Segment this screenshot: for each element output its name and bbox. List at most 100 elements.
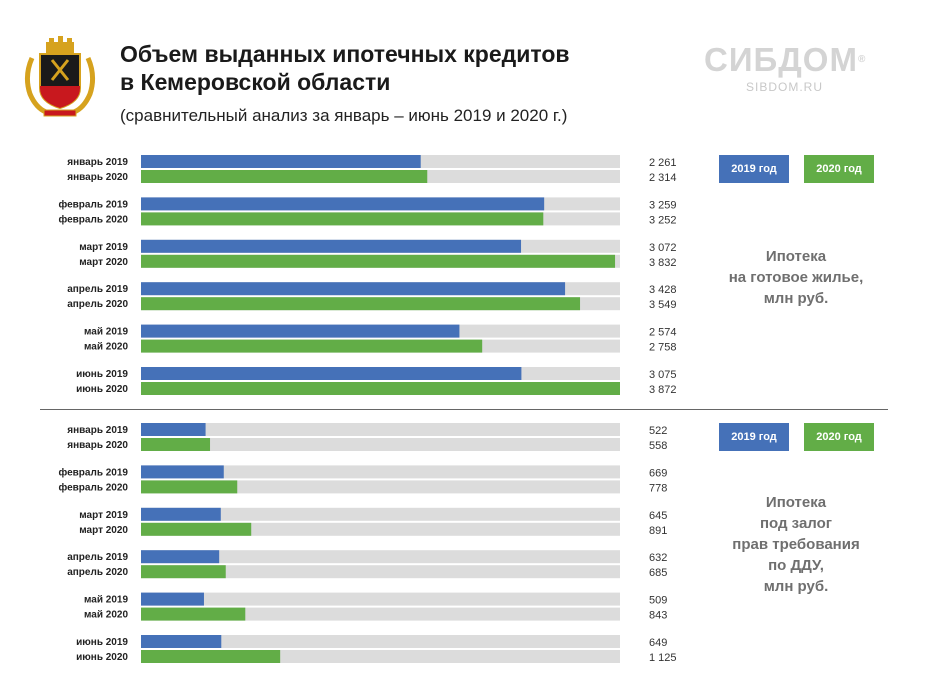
category-label-panel-1-series-1-row-6: июнь 2019 <box>76 369 128 380</box>
bar-track-panel-2-series-2-row-5 <box>141 607 620 621</box>
value-label-panel-2-series-1-row-2: 669 <box>649 467 667 479</box>
bar-panel-1-series-2-row-4 <box>141 297 581 311</box>
value-label-panel-1-series-2-row-3: 3 832 <box>649 257 677 269</box>
category-label-panel-1-series-2-row-1: январь 2020 <box>67 172 128 183</box>
category-label-panel-2-series-2-row-2: февраль 2020 <box>58 481 128 493</box>
title-line-2: в Кемеровской области <box>120 69 391 95</box>
bar-panel-1-series-1-row-4 <box>141 282 566 296</box>
logo-url: SIBDOM.RU <box>746 80 824 94</box>
value-label-panel-2-series-1-row-1: 522 <box>649 425 667 437</box>
caption-panel-2: Ипотека под залог прав требования по ДДУ… <box>732 494 860 595</box>
bar-track-panel-2-series-2-row-1 <box>141 438 620 451</box>
value-label-panel-1-series-2-row-6: 3 872 <box>649 384 677 396</box>
value-label-panel-2-series-2-row-4: 685 <box>649 567 667 579</box>
category-label-panel-1-series-2-row-5: май 2020 <box>84 342 128 353</box>
value-label-panel-1-series-1-row-6: 3 075 <box>649 369 677 381</box>
category-label-panel-2-series-1-row-4: апрель 2019 <box>67 552 128 563</box>
section-divider <box>40 409 888 410</box>
bar-track-panel-2-series-1-row-4 <box>141 550 620 564</box>
category-label-panel-1-series-1-row-1: январь 2019 <box>67 157 128 168</box>
coat-of-arms-icon <box>24 36 96 117</box>
category-label-panel-2-series-1-row-2: февраль 2019 <box>58 466 128 478</box>
bar-panel-1-series-2-row-2 <box>141 212 544 226</box>
bar-panel-2-series-2-row-4 <box>141 565 226 579</box>
bar-track-panel-2-series-1-row-2 <box>141 465 620 479</box>
bar-track-panel-2-series-1-row-5 <box>141 592 620 606</box>
category-label-panel-2-series-1-row-3: март 2019 <box>79 510 128 521</box>
category-label-panel-2-series-1-row-1: январь 2019 <box>67 425 128 436</box>
value-label-panel-1-series-2-row-5: 2 758 <box>649 342 677 354</box>
bar-panel-1-series-2-row-5 <box>141 339 483 353</box>
bar-panel-1-series-1-row-5 <box>141 324 460 338</box>
bar-panel-2-series-1-row-2 <box>141 465 224 479</box>
bar-track-panel-2-series-1-row-6 <box>141 635 620 648</box>
category-label-panel-2-series-1-row-6: июнь 2019 <box>76 637 128 648</box>
category-label-panel-1-series-2-row-2: февраль 2020 <box>58 213 128 225</box>
bar-panel-2-series-2-row-2 <box>141 480 238 494</box>
category-label-panel-1-series-2-row-6: июнь 2020 <box>76 384 128 395</box>
value-label-panel-1-series-2-row-1: 2 314 <box>649 172 677 184</box>
brand-logo: СИБДОМ® SIBDOM.RU <box>704 42 894 95</box>
logo-wordmark: СИБДОМ® <box>704 42 894 78</box>
category-label-panel-1-series-2-row-3: март 2020 <box>79 257 128 268</box>
caption-panel-1: Ипотека на готовое жилье, млн руб. <box>728 248 864 307</box>
value-label-panel-2-series-2-row-6: 1 125 <box>649 652 677 664</box>
bar-panel-1-series-2-row-1 <box>141 170 428 183</box>
value-label-panel-1-series-1-row-2: 3 259 <box>649 199 677 211</box>
legend-2019-panel-2: 2019 год <box>719 423 789 451</box>
bar-track-panel-2-series-1-row-3 <box>141 507 620 521</box>
value-label-panel-1-series-1-row-4: 3 428 <box>649 284 677 296</box>
value-label-panel-2-series-2-row-1: 558 <box>649 440 667 452</box>
bar-panel-2-series-1-row-5 <box>141 592 204 606</box>
value-label-panel-2-series-1-row-5: 509 <box>649 595 667 607</box>
value-label-panel-1-series-2-row-2: 3 252 <box>649 214 677 226</box>
category-label-panel-2-series-2-row-6: июнь 2020 <box>76 652 128 663</box>
value-label-panel-2-series-2-row-2: 778 <box>649 482 667 494</box>
value-label-panel-1-series-1-row-5: 2 574 <box>649 327 677 339</box>
bar-panel-2-series-1-row-6 <box>141 635 222 648</box>
bar-panel-1-series-1-row-2 <box>141 197 545 211</box>
category-label-panel-1-series-1-row-3: март 2019 <box>79 242 128 253</box>
legend-2019-panel-1: 2019 год <box>719 155 789 183</box>
category-label-panel-2-series-2-row-1: январь 2020 <box>67 440 128 451</box>
category-label-panel-2-series-1-row-5: май 2019 <box>84 595 128 606</box>
category-label-panel-2-series-2-row-5: май 2020 <box>84 610 128 621</box>
value-label-panel-2-series-1-row-3: 645 <box>649 510 667 522</box>
bar-panel-1-series-1-row-1 <box>141 155 421 168</box>
bar-panel-2-series-2-row-5 <box>141 607 246 621</box>
bar-panel-2-series-1-row-4 <box>141 550 220 564</box>
bar-track-panel-2-series-2-row-4 <box>141 565 620 579</box>
value-label-panel-2-series-2-row-3: 891 <box>649 525 667 537</box>
legend-2020-panel-1: 2020 год <box>804 155 874 183</box>
page-title: Объем выданных ипотечных кредитов в Кеме… <box>120 40 570 96</box>
category-label-panel-1-series-2-row-4: апрель 2020 <box>67 299 128 310</box>
bar-track-panel-2-series-1-row-1 <box>141 423 620 436</box>
bar-panel-2-series-2-row-1 <box>141 438 211 451</box>
category-label-panel-1-series-1-row-2: февраль 2019 <box>58 198 128 210</box>
bar-track-panel-2-series-2-row-3 <box>141 522 620 536</box>
bar-panel-2-series-1-row-3 <box>141 507 221 521</box>
value-label-panel-1-series-2-row-4: 3 549 <box>649 299 677 311</box>
page-subtitle: (сравнительный анализ за январь – июнь 2… <box>120 106 568 125</box>
bar-track-panel-2-series-2-row-2 <box>141 480 620 494</box>
bar-panel-1-series-1-row-6 <box>141 367 522 380</box>
legend-2020-panel-2: 2020 год <box>804 423 874 451</box>
bar-panel-1-series-2-row-6 <box>141 382 620 395</box>
category-label-panel-2-series-2-row-4: апрель 2020 <box>67 567 128 578</box>
bar-panel-1-series-2-row-3 <box>141 254 616 268</box>
bar-panel-1-series-1-row-3 <box>141 239 522 253</box>
bar-panel-2-series-1-row-1 <box>141 423 206 436</box>
value-label-panel-1-series-1-row-3: 3 072 <box>649 242 677 254</box>
bar-panel-2-series-2-row-3 <box>141 522 252 536</box>
title-line-1: Объем выданных ипотечных кредитов <box>120 41 570 67</box>
category-label-panel-1-series-1-row-4: апрель 2019 <box>67 284 128 295</box>
value-label-panel-2-series-1-row-4: 632 <box>649 552 667 564</box>
category-label-panel-2-series-2-row-3: март 2020 <box>79 525 128 536</box>
bar-panel-2-series-2-row-6 <box>141 650 281 663</box>
category-label-panel-1-series-1-row-5: май 2019 <box>84 327 128 338</box>
value-label-panel-2-series-1-row-6: 649 <box>649 637 667 649</box>
value-label-panel-2-series-2-row-5: 843 <box>649 610 667 622</box>
logo-registered-mark: ® <box>857 54 867 65</box>
value-label-panel-1-series-1-row-1: 2 261 <box>649 157 677 169</box>
